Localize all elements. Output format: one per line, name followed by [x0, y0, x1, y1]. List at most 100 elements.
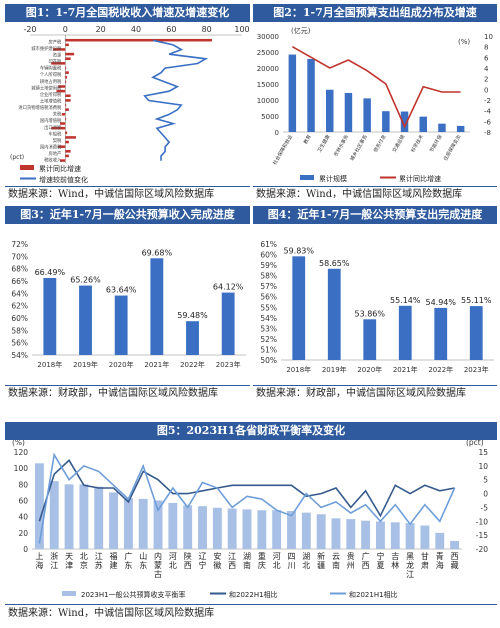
- fig5-y2tick: 10: [478, 462, 488, 471]
- fig2-ytick: 30000: [257, 33, 279, 41]
- fig5-category-label: 海: [436, 560, 444, 570]
- fig5-category-label: 江: [406, 570, 414, 579]
- fig2-y2tick: -6: [484, 118, 492, 126]
- fig5-category-label: 西: [362, 561, 370, 570]
- fig2-y2tick: -2: [484, 97, 491, 105]
- fig5-category-label: 福: [110, 552, 118, 561]
- fig5-category-label: 江: [228, 552, 236, 561]
- fig3-ytick: 66%: [11, 277, 28, 286]
- fig5-category-label: 湖: [302, 552, 310, 561]
- fig5-category-label: 海: [35, 560, 43, 570]
- fig1-category-label: 车船税: [48, 130, 62, 137]
- fig5-legend-1-swatch: [62, 591, 76, 596]
- fig5-category-label: 夏: [376, 561, 384, 570]
- fig5-ytick: 60: [18, 497, 28, 506]
- fig5-bar: [435, 532, 445, 549]
- fig5-category-label: 内: [154, 551, 162, 561]
- fig5-bar: [94, 486, 104, 549]
- fig3-category-label: 2023年: [216, 360, 241, 369]
- fig5-unit-left: (%): [12, 438, 25, 447]
- fig3-ytick: 58%: [11, 326, 28, 335]
- fig5-bar: [301, 512, 311, 549]
- fig3-rule: [5, 385, 250, 386]
- fig5-category-label: 陕: [184, 551, 192, 561]
- fig5-category-label: 西: [451, 552, 459, 561]
- fig1-bar: [65, 99, 71, 102]
- fig3-bar: [221, 292, 235, 355]
- fig3-title: 图3：近年1-7月一般公共预算收入完成进度: [5, 206, 250, 224]
- fig1-title: 图1：1-7月全国税收收入增速及增速变化: [5, 4, 250, 22]
- fig5-bar: [34, 463, 44, 549]
- fig5-bar: [331, 518, 341, 549]
- fig5-category-label: 云: [332, 552, 340, 561]
- fig3-ytick: 62%: [11, 302, 28, 311]
- fig5-category-label: 苏: [95, 560, 103, 570]
- fig5-category-label: 广: [124, 551, 132, 561]
- fig1-category-label: 国内消费税: [40, 144, 62, 151]
- fig3-ytick: 72%: [11, 240, 28, 249]
- fig2-y2tick: 4: [484, 65, 489, 73]
- fig1-bar: [60, 159, 66, 162]
- fig5-ytick: 120: [14, 448, 29, 457]
- fig4-ytick: 51%: [260, 345, 277, 354]
- fig5-category-label: 安: [213, 551, 221, 561]
- fig4-data-label: 55.11%: [461, 296, 492, 305]
- fig5-rule: [5, 604, 497, 605]
- fig1-bar: [65, 66, 67, 70]
- fig2-legend-1-swatch: [300, 175, 314, 180]
- fig1-xtick: 100: [234, 25, 249, 34]
- fig5-ytick: 40: [18, 513, 28, 522]
- fig5-y2tick: 15: [478, 448, 488, 457]
- fig1-bar: [65, 80, 67, 84]
- fig4-category-label: 2019年: [322, 365, 347, 374]
- fig5-legend-2-label: 和2022H1相比: [229, 590, 278, 599]
- fig1-bar: [65, 103, 67, 107]
- fig2-category-label: 科学技术: [409, 133, 425, 153]
- fig2-legend-2-label: 累计同比增速: [399, 174, 441, 183]
- fig5-bar: [242, 509, 252, 549]
- fig1-xtick: 0: [63, 25, 68, 34]
- fig1-bar: [65, 108, 69, 111]
- fig5-bar: [138, 498, 148, 549]
- fig1-bar: [56, 89, 66, 93]
- fig2-bar: [382, 111, 390, 132]
- fig5-bar: [272, 510, 282, 549]
- fig3-bar: [186, 321, 199, 355]
- fig3-ytick: 54%: [11, 351, 28, 360]
- fig5-category-label: 广: [362, 551, 370, 561]
- fig2-y2tick: 2: [484, 76, 488, 84]
- fig5-bar: [168, 502, 178, 549]
- fig5-line-2022: [38, 459, 455, 522]
- fig5-category-label: 贵: [347, 551, 355, 561]
- fig5-bar: [316, 514, 326, 549]
- fig1-xtick: -20: [23, 25, 36, 34]
- fig4-title: 图4：近年1-7月一般公共预算支出完成进度: [253, 206, 497, 224]
- fig1-unit: (pct): [10, 154, 24, 161]
- fig4-data-label: 55.14%: [390, 296, 421, 305]
- fig1-bar: [65, 136, 76, 139]
- fig4-ytick: 54%: [260, 314, 277, 323]
- fig3-bar: [79, 285, 92, 355]
- fig2-category-label: 交通运输: [391, 133, 407, 153]
- fig5-category-label: 南: [332, 560, 340, 570]
- fig3-ytick: 56%: [11, 339, 28, 348]
- fig5-category-label: 西: [184, 561, 192, 570]
- fig1-bar: [58, 85, 66, 88]
- fig5-category-label: 藏: [451, 560, 459, 570]
- fig5-category-label: 浙: [50, 551, 58, 561]
- fig5-bar: [79, 484, 89, 549]
- fig5-category-label: 宁: [376, 551, 384, 561]
- fig5-category-label: 肃: [421, 560, 429, 570]
- fig3-data-label: 65.26%: [70, 276, 101, 285]
- fig2-title: 图2：1-7月全国预算支出组成分布及增速: [253, 4, 497, 22]
- fig4-category-label: 2023年: [464, 365, 489, 374]
- fig2-source: 数据来源：Wind，中诚信国际区域风险数据库: [256, 189, 463, 200]
- fig3-data-label: 59.48%: [177, 311, 208, 320]
- fig3-data-label: 64.12%: [213, 283, 244, 292]
- fig4-category-label: 2020年: [357, 365, 382, 374]
- fig4-bar: [434, 307, 448, 360]
- fig5-category-label: 北: [273, 561, 281, 570]
- fig4-ytick: 53%: [260, 324, 277, 333]
- fig1-category-label: 城镇土地使用税: [31, 84, 62, 91]
- fig5-category-label: 北: [302, 561, 310, 570]
